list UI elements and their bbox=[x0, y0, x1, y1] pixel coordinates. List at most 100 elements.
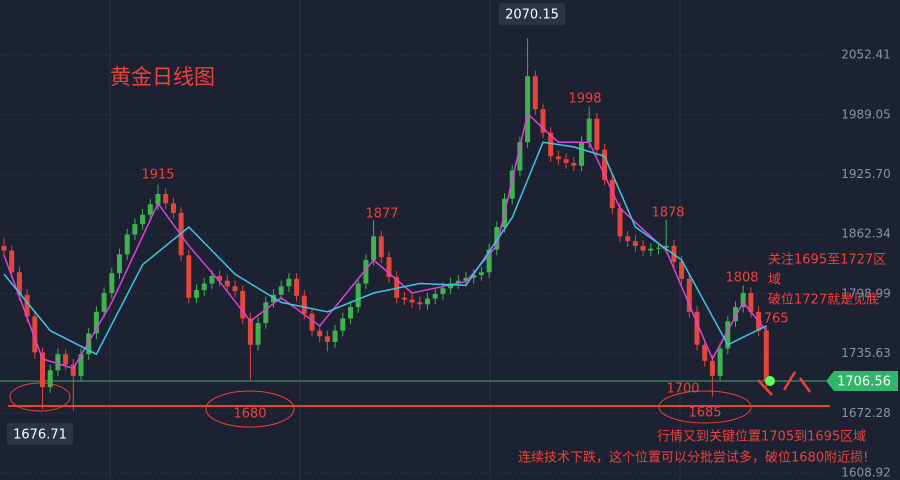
candle-body bbox=[725, 321, 731, 349]
zone-label: 1680 bbox=[233, 407, 266, 422]
label-box bbox=[7, 423, 73, 445]
candle-body bbox=[147, 204, 153, 215]
candle-body bbox=[155, 194, 161, 205]
note-right: 破位1727就是见底 bbox=[768, 292, 879, 308]
candle-body bbox=[101, 292, 107, 312]
candle-body bbox=[602, 149, 608, 180]
candle-body bbox=[409, 299, 415, 303]
candle-body bbox=[625, 236, 631, 242]
candle-body bbox=[663, 245, 669, 248]
candle-body bbox=[563, 159, 569, 163]
candle-body bbox=[371, 236, 377, 260]
candle-body bbox=[117, 254, 122, 274]
candle-body bbox=[271, 294, 276, 303]
price-label: 1676.71 bbox=[13, 428, 67, 443]
candle-body bbox=[24, 294, 30, 317]
candle-body bbox=[294, 278, 300, 296]
peak-label: 1808 bbox=[725, 271, 758, 286]
candle-body bbox=[679, 261, 685, 279]
candle-body bbox=[740, 292, 746, 308]
vertical-grid bbox=[109, 0, 681, 480]
candle-body bbox=[32, 316, 38, 353]
zone-ellipse bbox=[205, 390, 295, 428]
candle-body bbox=[656, 247, 661, 249]
candle-body bbox=[47, 370, 53, 388]
candle-body bbox=[255, 323, 261, 345]
candle-body bbox=[694, 311, 700, 345]
candle-body bbox=[517, 142, 523, 171]
tag-shape bbox=[826, 371, 898, 392]
candle-body bbox=[702, 344, 708, 361]
arrow bbox=[757, 379, 773, 396]
candle-body bbox=[170, 203, 176, 213]
candle-body bbox=[586, 118, 592, 143]
plot bbox=[0, 38, 830, 474]
candle-body bbox=[63, 354, 69, 365]
peak-label: 1998 bbox=[568, 92, 601, 107]
y-tick-label: 1798.99 bbox=[841, 286, 891, 300]
candle-body bbox=[763, 330, 769, 381]
candle-body bbox=[355, 283, 361, 308]
candle-body bbox=[648, 248, 654, 251]
arrows bbox=[757, 371, 812, 396]
label-box bbox=[499, 3, 565, 25]
candle-body bbox=[478, 272, 484, 276]
candle-body bbox=[532, 76, 538, 110]
candle-body bbox=[317, 330, 323, 337]
note-right: 域 bbox=[768, 273, 781, 288]
candle-body bbox=[278, 286, 284, 295]
zone-label: 1685 bbox=[688, 406, 721, 421]
candle-body bbox=[717, 348, 723, 376]
candle-body bbox=[394, 276, 400, 298]
y-tick-label: 1672.28 bbox=[841, 406, 891, 420]
candle-body bbox=[363, 259, 369, 284]
candle-body bbox=[555, 156, 561, 160]
peak-label: 1877 bbox=[365, 207, 398, 222]
candle-body bbox=[640, 245, 646, 251]
candle-body bbox=[40, 352, 45, 388]
peak-label: 1700 bbox=[666, 382, 699, 397]
candle-body bbox=[486, 249, 492, 273]
y-tick-label: 1925.70 bbox=[841, 167, 891, 181]
candle-body bbox=[509, 170, 515, 199]
candle-body bbox=[232, 286, 238, 292]
candle-body bbox=[709, 360, 715, 376]
candle-body bbox=[571, 162, 577, 166]
candle-body bbox=[132, 224, 138, 235]
price-label: 2070.15 bbox=[505, 8, 559, 23]
note-bottom: 连续技术下跌，这个位置可以分批尝试多，破位1680附近损! bbox=[518, 450, 868, 466]
candle-body bbox=[540, 109, 546, 133]
candle-body bbox=[386, 257, 392, 277]
candle-body bbox=[579, 142, 584, 166]
candle-body bbox=[55, 354, 61, 371]
arrow bbox=[798, 377, 812, 393]
candle-body bbox=[209, 275, 215, 284]
candle-body bbox=[748, 292, 754, 312]
current-dot bbox=[765, 376, 775, 386]
candle-body bbox=[1, 245, 7, 251]
candle-body bbox=[733, 307, 738, 322]
last-price-tag: 1706.56 bbox=[826, 371, 898, 392]
y-tick-label: 1989.05 bbox=[841, 107, 891, 121]
candle-body bbox=[494, 226, 500, 250]
candle-body bbox=[124, 234, 130, 255]
y-tick-label: 1608.92 bbox=[841, 466, 891, 480]
candle-body bbox=[425, 298, 430, 305]
candle-body bbox=[378, 236, 384, 258]
candle-body bbox=[324, 336, 330, 342]
candle-body bbox=[9, 250, 15, 273]
note-right: 关注1695至1727区 bbox=[768, 253, 886, 268]
candle-body bbox=[340, 318, 346, 331]
arrow bbox=[782, 371, 797, 391]
candle-body bbox=[247, 318, 253, 345]
candle-body bbox=[525, 76, 531, 143]
candle-body bbox=[463, 277, 469, 281]
candle-body bbox=[348, 307, 353, 319]
candle-body bbox=[471, 275, 477, 278]
last-price-label: 1706.56 bbox=[837, 375, 891, 390]
candle-body bbox=[140, 214, 146, 225]
candle-body bbox=[686, 278, 692, 312]
peak-label: 1915 bbox=[141, 168, 174, 183]
